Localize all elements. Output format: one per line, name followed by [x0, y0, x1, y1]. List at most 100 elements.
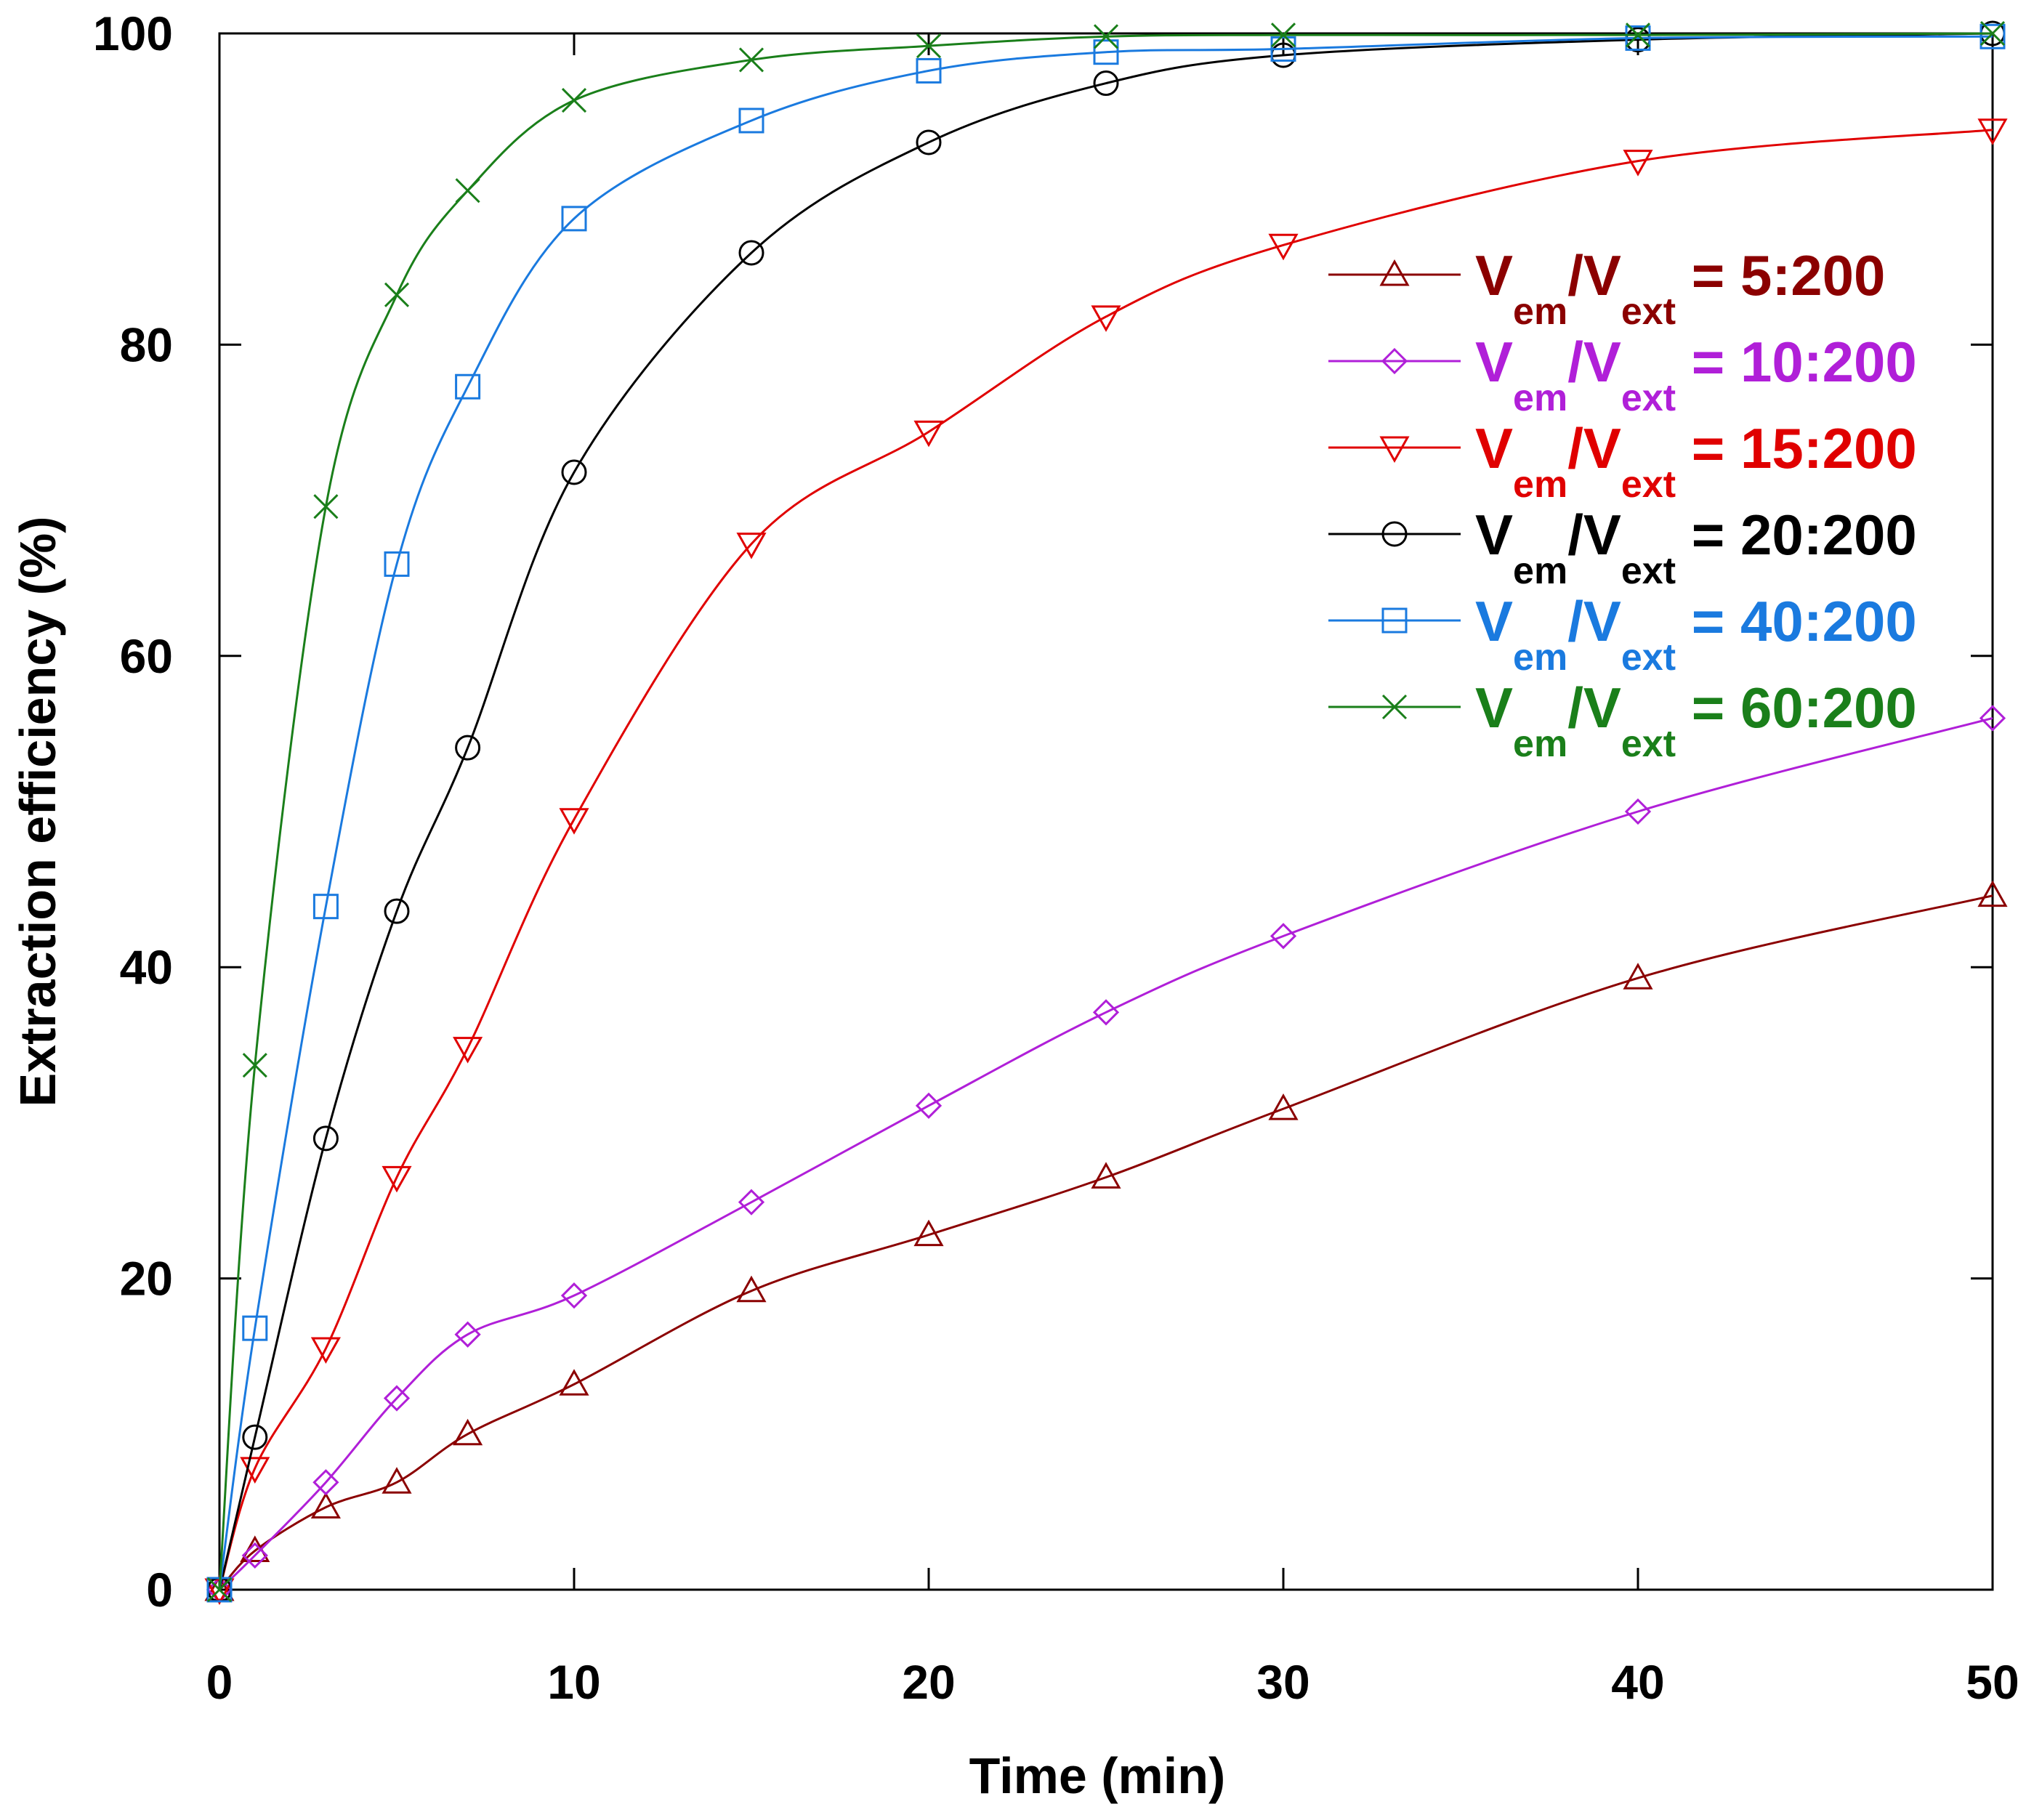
plot-frame — [218, 32, 1994, 1591]
data-point — [1979, 23, 2006, 49]
data-point — [913, 420, 944, 448]
legend-label-ratio: = 5:200 — [1676, 243, 1885, 307]
data-point — [1091, 1162, 1121, 1189]
series-4 — [206, 23, 2006, 1603]
legend-label: Vem/Vext = 5:200 — [1475, 243, 1885, 333]
data-point — [382, 1467, 412, 1494]
data-point — [242, 1315, 268, 1341]
x-tick-label: 30 — [1256, 1655, 1309, 1709]
legend-label-var: V — [1475, 416, 1513, 480]
data-point — [1270, 23, 1296, 48]
legend-label-sub1: em — [1513, 636, 1567, 679]
data-point — [242, 1053, 267, 1078]
legend-marker — [1379, 259, 1410, 286]
data-point — [916, 33, 942, 59]
data-point — [736, 533, 767, 559]
data-point — [1268, 1093, 1299, 1120]
x-tick-label: 10 — [547, 1655, 600, 1709]
x-axis-title: Time (min) — [969, 1747, 1226, 1804]
data-point — [1093, 70, 1119, 97]
x-tick-label: 50 — [1966, 1655, 2019, 1709]
legend-label: Vem/Vext = 10:200 — [1475, 330, 1917, 419]
data-point — [561, 459, 587, 485]
legend-marker — [1381, 607, 1408, 634]
data-point — [384, 282, 410, 307]
y-tick-label: 100 — [93, 7, 173, 60]
data-point — [241, 1542, 268, 1569]
data-point — [453, 1418, 483, 1446]
data-point — [313, 494, 339, 519]
data-point — [383, 1385, 411, 1412]
legend-label-sub2: ext — [1621, 636, 1676, 679]
data-point — [915, 1092, 943, 1119]
data-point — [559, 1369, 589, 1396]
legend-label-slash: /V — [1567, 676, 1621, 740]
data-point — [1977, 118, 2008, 145]
legend-label-sub1: em — [1513, 550, 1567, 592]
y-tick-label: 60 — [120, 629, 173, 683]
y-tick-labels: 0 20 40 60 80 100 — [93, 7, 173, 1617]
data-point — [455, 178, 480, 203]
data-point — [1093, 39, 1119, 65]
legend-item-2: Vem/Vext = 15:200 — [1328, 416, 1917, 506]
legend-label: Vem/Vext = 20:200 — [1475, 503, 1917, 592]
data-point — [738, 108, 764, 134]
x-tick-label: 40 — [1611, 1655, 1664, 1709]
legend-label-ratio: = 40:200 — [1676, 589, 1917, 653]
data-point — [455, 735, 481, 761]
legend-label-ratio: = 60:200 — [1676, 676, 1917, 740]
series-0 — [204, 880, 2008, 1601]
legend-label: Vem/Vext = 60:200 — [1475, 676, 1917, 765]
x-tick-labels: 0 10 20 30 40 50 — [206, 1655, 2019, 1709]
data-point — [561, 88, 587, 113]
data-point — [384, 898, 410, 924]
data-point — [1623, 963, 1653, 990]
legend-label-sub2: ext — [1621, 464, 1676, 506]
legend-item-3: Vem/Vext = 20:200 — [1328, 503, 1917, 592]
series-line — [218, 32, 1993, 1590]
legend-label-slash: /V — [1567, 243, 1621, 307]
legend-label-slash: /V — [1567, 589, 1621, 653]
y-axis-title: Extraction efficiency (%) — [9, 517, 66, 1107]
y-tick-label: 20 — [120, 1252, 173, 1306]
legend-label-sub2: ext — [1621, 291, 1676, 333]
data-point — [738, 47, 764, 73]
legend-marker — [1379, 436, 1410, 464]
data-point — [1270, 36, 1296, 62]
data-point — [310, 1492, 341, 1518]
legend-marker — [1381, 347, 1408, 375]
legend-label-slash: /V — [1567, 416, 1621, 480]
data-point — [560, 1282, 588, 1309]
data-point — [559, 808, 589, 835]
legend-label-slash: /V — [1567, 330, 1621, 394]
legend-label-ratio: = 15:200 — [1676, 416, 1917, 480]
series-5 — [206, 20, 2006, 1603]
legend-marker — [1381, 694, 1408, 720]
legend-label-var: V — [1475, 676, 1513, 740]
data-point — [382, 1165, 412, 1193]
data-point — [1979, 20, 2006, 46]
legend-label-sub2: ext — [1621, 723, 1676, 765]
y-tick-label: 80 — [120, 318, 173, 371]
data-point — [1092, 999, 1120, 1026]
legend-item-4: Vem/Vext = 40:200 — [1328, 589, 1917, 679]
data-point — [1977, 880, 2008, 907]
legend-marker — [1381, 521, 1408, 547]
data-point — [738, 240, 764, 266]
legend-label: Vem/Vext = 15:200 — [1475, 416, 1917, 506]
data-point — [916, 129, 942, 155]
x-tick-label: 0 — [206, 1655, 233, 1709]
legend-label: Vem/Vext = 40:200 — [1475, 589, 1917, 679]
x-tick-label: 20 — [902, 1655, 955, 1709]
data-point — [1979, 705, 2006, 732]
legend-label-var: V — [1475, 589, 1513, 653]
legend-label-sub2: ext — [1621, 377, 1676, 419]
data-point — [1270, 923, 1297, 950]
data-point — [736, 1275, 767, 1303]
series-1 — [206, 705, 2006, 1603]
data-point — [1268, 233, 1299, 261]
data-point — [1091, 305, 1121, 332]
series-layer — [204, 20, 2008, 1606]
